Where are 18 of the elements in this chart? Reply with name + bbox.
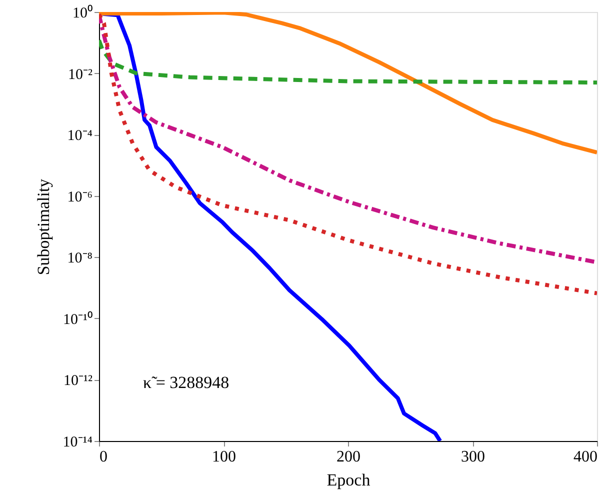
y-tick-label: 10⁰ [72, 4, 92, 22]
y-axis-title: Suboptimality [34, 178, 53, 276]
x-tick-label: 100 [212, 448, 236, 466]
y-tick-label: 10⁻¹⁰ [63, 310, 92, 328]
x-tick-label: 200 [336, 448, 360, 466]
y-tick-label: 10⁻⁴ [67, 128, 92, 144]
line-series [99, 12, 597, 154]
y-tick-label: 10⁻¹⁴ [62, 434, 92, 450]
line-series [99, 38, 597, 85]
y-tick-label: 10⁻² [68, 66, 93, 83]
x-tick-label: 0 [100, 448, 108, 466]
x-tick-label: 300 [461, 448, 485, 466]
x-axis-title: Epoch [326, 470, 371, 490]
y-tick-label: 10⁻⁶ [67, 189, 92, 206]
y-tick-label: 10⁻⁸ [67, 250, 92, 267]
x-tick-label: 400 [574, 448, 598, 466]
y-tick-label: 10⁻¹² [64, 373, 93, 390]
annotation: κ̃ = 3288948 [143, 373, 230, 392]
